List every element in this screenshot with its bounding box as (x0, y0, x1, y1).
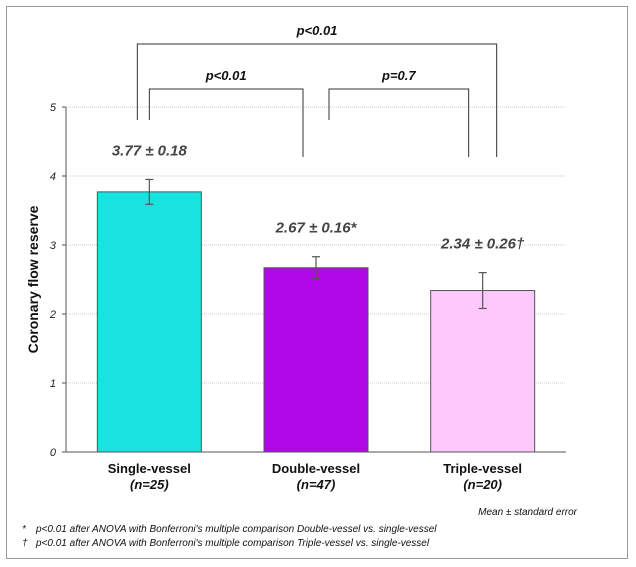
figure-frame (6, 6, 628, 559)
y-tick-label: 5 (50, 102, 57, 114)
value-label: 2.34 ± 0.26† (440, 236, 525, 253)
category-label: Triple-vessel (443, 461, 522, 476)
category-n-label: (n=47) (297, 477, 336, 492)
footnote-text: p<0.01 after ANOVA with Bonferroni's mul… (35, 524, 437, 535)
p-value-label: p<0.01 (205, 68, 247, 83)
category-n-label: (n=20) (463, 477, 502, 492)
footnote-symbol: * (22, 524, 27, 535)
value-label: 2.67 ± 0.16* (275, 220, 358, 237)
y-tick-label: 1 (50, 378, 56, 390)
y-axis-label: Coronary flow reserve (25, 205, 41, 353)
y-tick-label: 0 (50, 447, 57, 459)
p-value-label: p<0.01 (296, 23, 338, 38)
category-n-label: (n=25) (130, 477, 169, 492)
significance-bracket (148, 88, 304, 157)
y-tick-label: 2 (49, 309, 56, 321)
bar-double-vessel (263, 267, 369, 453)
category-label: Single-vessel (108, 461, 191, 476)
y-tick-label: 3 (50, 240, 57, 252)
footnote-symbol: † (22, 538, 28, 549)
annotation-mean-se: Mean ± standard error (478, 507, 578, 518)
y-tick-label: 4 (50, 171, 56, 183)
footnote-text: p<0.01 after ANOVA with Bonferroni's mul… (35, 538, 430, 549)
p-value-label: p=0.7 (381, 68, 416, 83)
bar-triple-vessel (430, 290, 536, 453)
significance-bracket (136, 43, 498, 157)
bar-single-vessel (96, 191, 202, 453)
significance-bracket (328, 88, 470, 157)
category-label: Double-vessel (272, 461, 360, 476)
value-label: 3.77 ± 0.18 (112, 142, 188, 159)
